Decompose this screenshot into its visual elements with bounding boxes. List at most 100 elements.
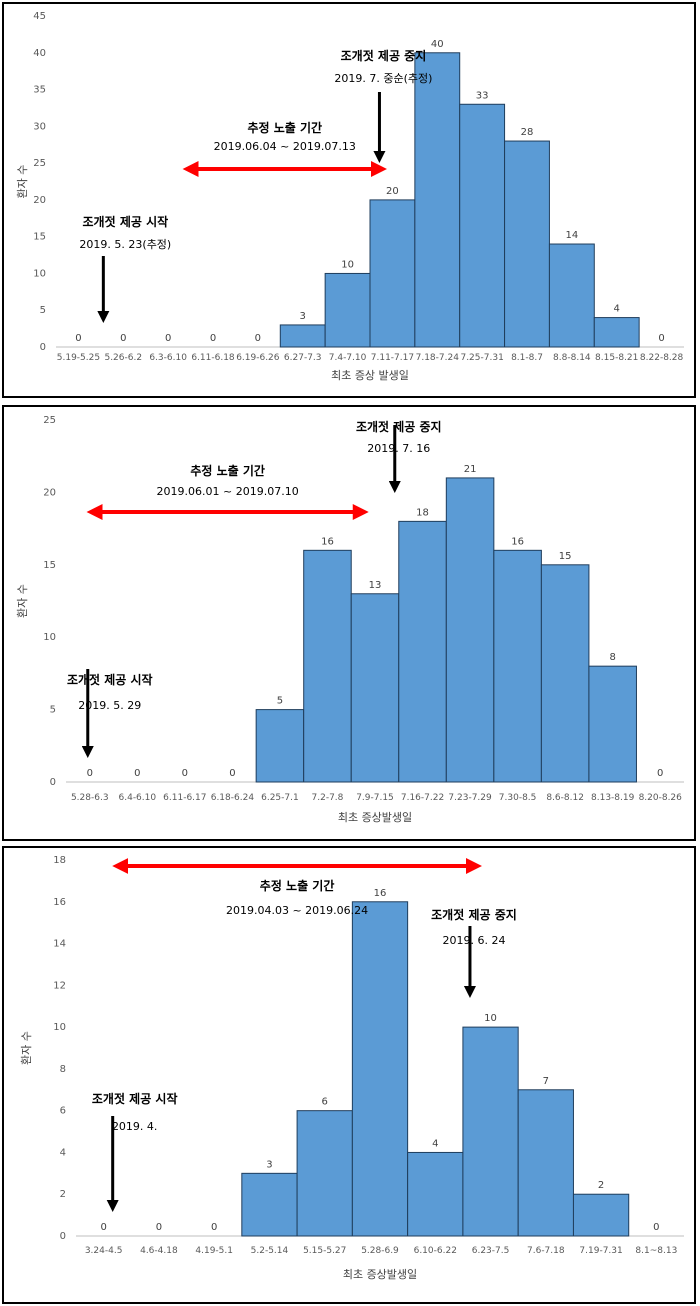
x-tick-label: 7.18-7.24 bbox=[416, 353, 460, 363]
exposure-title: 추정 노출 기간 bbox=[260, 878, 335, 893]
x-tick-label: 6.23-7.5 bbox=[472, 1246, 510, 1256]
x-axis-title: 최초 증상발생일 bbox=[338, 810, 412, 824]
data-label: 18 bbox=[416, 507, 429, 518]
data-label: 10 bbox=[484, 1013, 497, 1024]
bar bbox=[296, 1110, 353, 1237]
x-tick-label: 8.22-8.28 bbox=[640, 353, 684, 363]
bar bbox=[445, 477, 495, 783]
x-tick-label: 6.19-6.26 bbox=[236, 353, 280, 363]
bar bbox=[279, 324, 326, 348]
bar bbox=[351, 901, 409, 1237]
exposure-title: 추정 노출 기간 bbox=[247, 120, 322, 135]
x-tick-label: 7.9-7.15 bbox=[356, 793, 394, 803]
data-label: 16 bbox=[511, 536, 524, 547]
x-tick-label: 6.11-6.18 bbox=[191, 353, 235, 363]
data-label: 0 bbox=[87, 768, 93, 779]
x-tick-label: 6.18-6.24 bbox=[211, 793, 255, 803]
data-label: 3 bbox=[266, 1159, 272, 1170]
x-tick-label: 6.4-6.10 bbox=[119, 793, 157, 803]
x-tick-label: 4.6-4.18 bbox=[140, 1246, 178, 1256]
bar bbox=[462, 1026, 519, 1237]
x-tick-label: 6.3-6.10 bbox=[149, 353, 187, 363]
x-tick-label: 7.4-7.10 bbox=[329, 353, 367, 363]
bar bbox=[398, 520, 447, 783]
y-tick-label: 4 bbox=[60, 1147, 66, 1158]
data-label: 0 bbox=[120, 333, 126, 344]
start-annotation-title: 조개젓 제공 시작 bbox=[67, 672, 153, 687]
y-tick-label: 10 bbox=[53, 1022, 66, 1033]
epicurve-chart-3: 0 2 4 6 8 10 12 14 16 18 0 3.24-4.5 0 4.6-4.18 0 4.19-5… bbox=[20, 855, 684, 1281]
x-tick-label: 5.28-6.9 bbox=[361, 1246, 399, 1256]
stop-annotation-date: 2019. 7. 중순(추정) bbox=[334, 72, 432, 85]
x-tick-label: 5.26-6.2 bbox=[104, 353, 142, 363]
data-label: 7 bbox=[543, 1076, 549, 1087]
bar bbox=[303, 549, 352, 783]
y-tick-label: 6 bbox=[60, 1106, 66, 1117]
x-tick-label: 8.1-8.7 bbox=[511, 353, 543, 363]
y-tick-label: 8 bbox=[60, 1064, 66, 1075]
x-tick-label: 6.27-7.3 bbox=[284, 353, 322, 363]
x-axis-title: 최초 증상 발생일 bbox=[331, 368, 409, 382]
x-tick-label: 6.25-7.1 bbox=[261, 793, 299, 803]
y-axis-title: 환자 수 bbox=[20, 1031, 33, 1065]
epicurve-chart-1: 05101520253035404505.19-5.2505.26-6.206.… bbox=[16, 11, 684, 382]
bar bbox=[324, 272, 371, 348]
data-label: 28 bbox=[521, 127, 534, 138]
y-tick-label: 20 bbox=[43, 487, 56, 498]
data-label: 0 bbox=[653, 1222, 659, 1233]
data-label: 0 bbox=[134, 768, 140, 779]
stop-annotation-title: 조개젓 제공 중지 bbox=[341, 48, 427, 63]
y-tick-label: 18 bbox=[53, 855, 66, 866]
x-tick-label: 7.30-8.5 bbox=[499, 793, 537, 803]
data-label: 6 bbox=[322, 1097, 328, 1108]
epicurve-panel-2: 0 5 10 15 20 25 0 5.28-6.3 0 6.4-6.10 0 6.11-6.17 0 6… bbox=[2, 405, 696, 841]
x-tick-label: 7.16-7.22 bbox=[401, 793, 444, 803]
data-label: 20 bbox=[386, 186, 399, 197]
data-label: 21 bbox=[464, 464, 477, 475]
bar bbox=[517, 1089, 574, 1237]
stop-annotation-date: 2019. 7. 16 bbox=[367, 442, 430, 455]
x-tick-label: 5.2-5.14 bbox=[251, 1246, 289, 1256]
exposure-range: 2019.04.03 ~ 2019.06.24 bbox=[226, 904, 368, 917]
y-tick-label: 5 bbox=[50, 705, 56, 716]
y-tick-label: 12 bbox=[53, 980, 66, 991]
exposure-range: 2019.06.04 ~ 2019.07.13 bbox=[214, 140, 356, 153]
bar bbox=[255, 709, 305, 783]
start-annotation-title: 조개젓 제공 시작 bbox=[92, 1091, 178, 1106]
data-label: 0 bbox=[182, 768, 188, 779]
data-label: 0 bbox=[211, 1222, 217, 1233]
x-tick-label: 7.2-7.8 bbox=[312, 793, 344, 803]
y-tick-label: 25 bbox=[33, 158, 46, 169]
x-tick-label: 7.11-7.17 bbox=[371, 353, 414, 363]
x-tick-label: 8.1~8.13 bbox=[635, 1246, 677, 1256]
bar bbox=[593, 317, 640, 348]
epicurve-panel-1: 0 5 10 15 20 25 30 35 40 45 0 5.19-5.25 0 5.26-6.2 0 6.… bbox=[2, 2, 696, 398]
data-label: 10 bbox=[341, 259, 354, 270]
bar bbox=[548, 243, 595, 348]
x-tick-label: 3.24-4.5 bbox=[85, 1246, 123, 1256]
data-label: 4 bbox=[614, 304, 620, 315]
x-tick-label: 6.11-6.17 bbox=[163, 793, 206, 803]
x-tick-label: 5.28-6.3 bbox=[71, 793, 109, 803]
start-annotation-date: 2019. 4. bbox=[112, 1120, 157, 1133]
y-tick-label: 30 bbox=[33, 121, 46, 132]
stop-annotation-title: 조개젓 제공 중지 bbox=[431, 907, 517, 922]
y-tick-label: 0 bbox=[40, 342, 46, 353]
y-tick-label: 0 bbox=[50, 777, 56, 788]
y-tick-label: 10 bbox=[33, 268, 46, 279]
data-label: 0 bbox=[229, 768, 235, 779]
x-tick-label: 7.6-7.18 bbox=[527, 1246, 565, 1256]
bar bbox=[241, 1172, 298, 1237]
bar bbox=[350, 593, 400, 783]
y-tick-label: 0 bbox=[60, 1231, 66, 1242]
data-label: 8 bbox=[610, 652, 616, 663]
bar bbox=[504, 140, 550, 348]
epicurve-panel-3: 0 2 4 6 8 10 12 14 16 18 0 3.24-4.5 0 4.6-4.18 0 4.19-5… bbox=[2, 846, 696, 1304]
stop-annotation-date: 2019. 6. 24 bbox=[442, 934, 505, 947]
y-tick-label: 5 bbox=[40, 305, 46, 316]
x-tick-label: 8.8-8.14 bbox=[553, 353, 591, 363]
x-tick-label: 4.19-5.1 bbox=[195, 1246, 233, 1256]
y-axis-title: 환자 수 bbox=[16, 584, 29, 618]
data-label: 0 bbox=[658, 333, 664, 344]
data-label: 15 bbox=[559, 551, 572, 562]
